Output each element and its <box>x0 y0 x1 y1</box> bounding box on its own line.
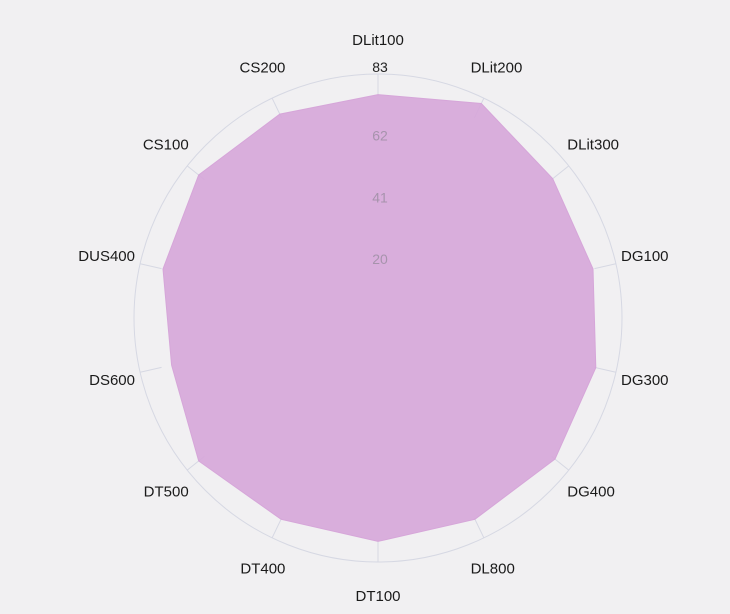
category-label: DL800 <box>471 561 515 578</box>
spoke-tick <box>594 366 616 373</box>
radial-tick-labels: 20 41 62 83 <box>372 59 388 267</box>
category-label: DT500 <box>144 483 189 500</box>
category-label: DS600 <box>89 372 135 389</box>
spoke-tick <box>594 263 616 270</box>
series-area-group <box>162 94 597 542</box>
category-label: CS100 <box>143 137 189 154</box>
category-label: DT100 <box>355 588 400 605</box>
series-area-0 <box>162 94 597 542</box>
category-label: CS200 <box>240 60 286 77</box>
spoke-tick <box>473 517 485 539</box>
category-label: DT400 <box>240 561 285 578</box>
radial-tick-label: 83 <box>372 59 388 75</box>
radial-tick-label: 20 <box>372 251 388 267</box>
category-label: DG300 <box>621 372 669 389</box>
radial-tick-label: 62 <box>372 128 388 144</box>
radial-tick-label: 41 <box>372 189 388 205</box>
category-label: DUS400 <box>78 248 135 265</box>
category-label: DLit300 <box>567 137 619 154</box>
spoke-tick <box>551 165 570 180</box>
category-label: DLit200 <box>471 60 523 77</box>
category-labels: DLit100 DLit200 DLit300 DG100 DG300 DG400 DL80… <box>78 32 668 605</box>
category-label: DLit100 <box>352 32 404 49</box>
category-label: DG100 <box>621 248 669 265</box>
spoke-tick <box>140 366 162 373</box>
category-label: DG400 <box>567 483 615 500</box>
spoke-tick <box>271 517 283 539</box>
spoke-tick <box>140 263 162 270</box>
